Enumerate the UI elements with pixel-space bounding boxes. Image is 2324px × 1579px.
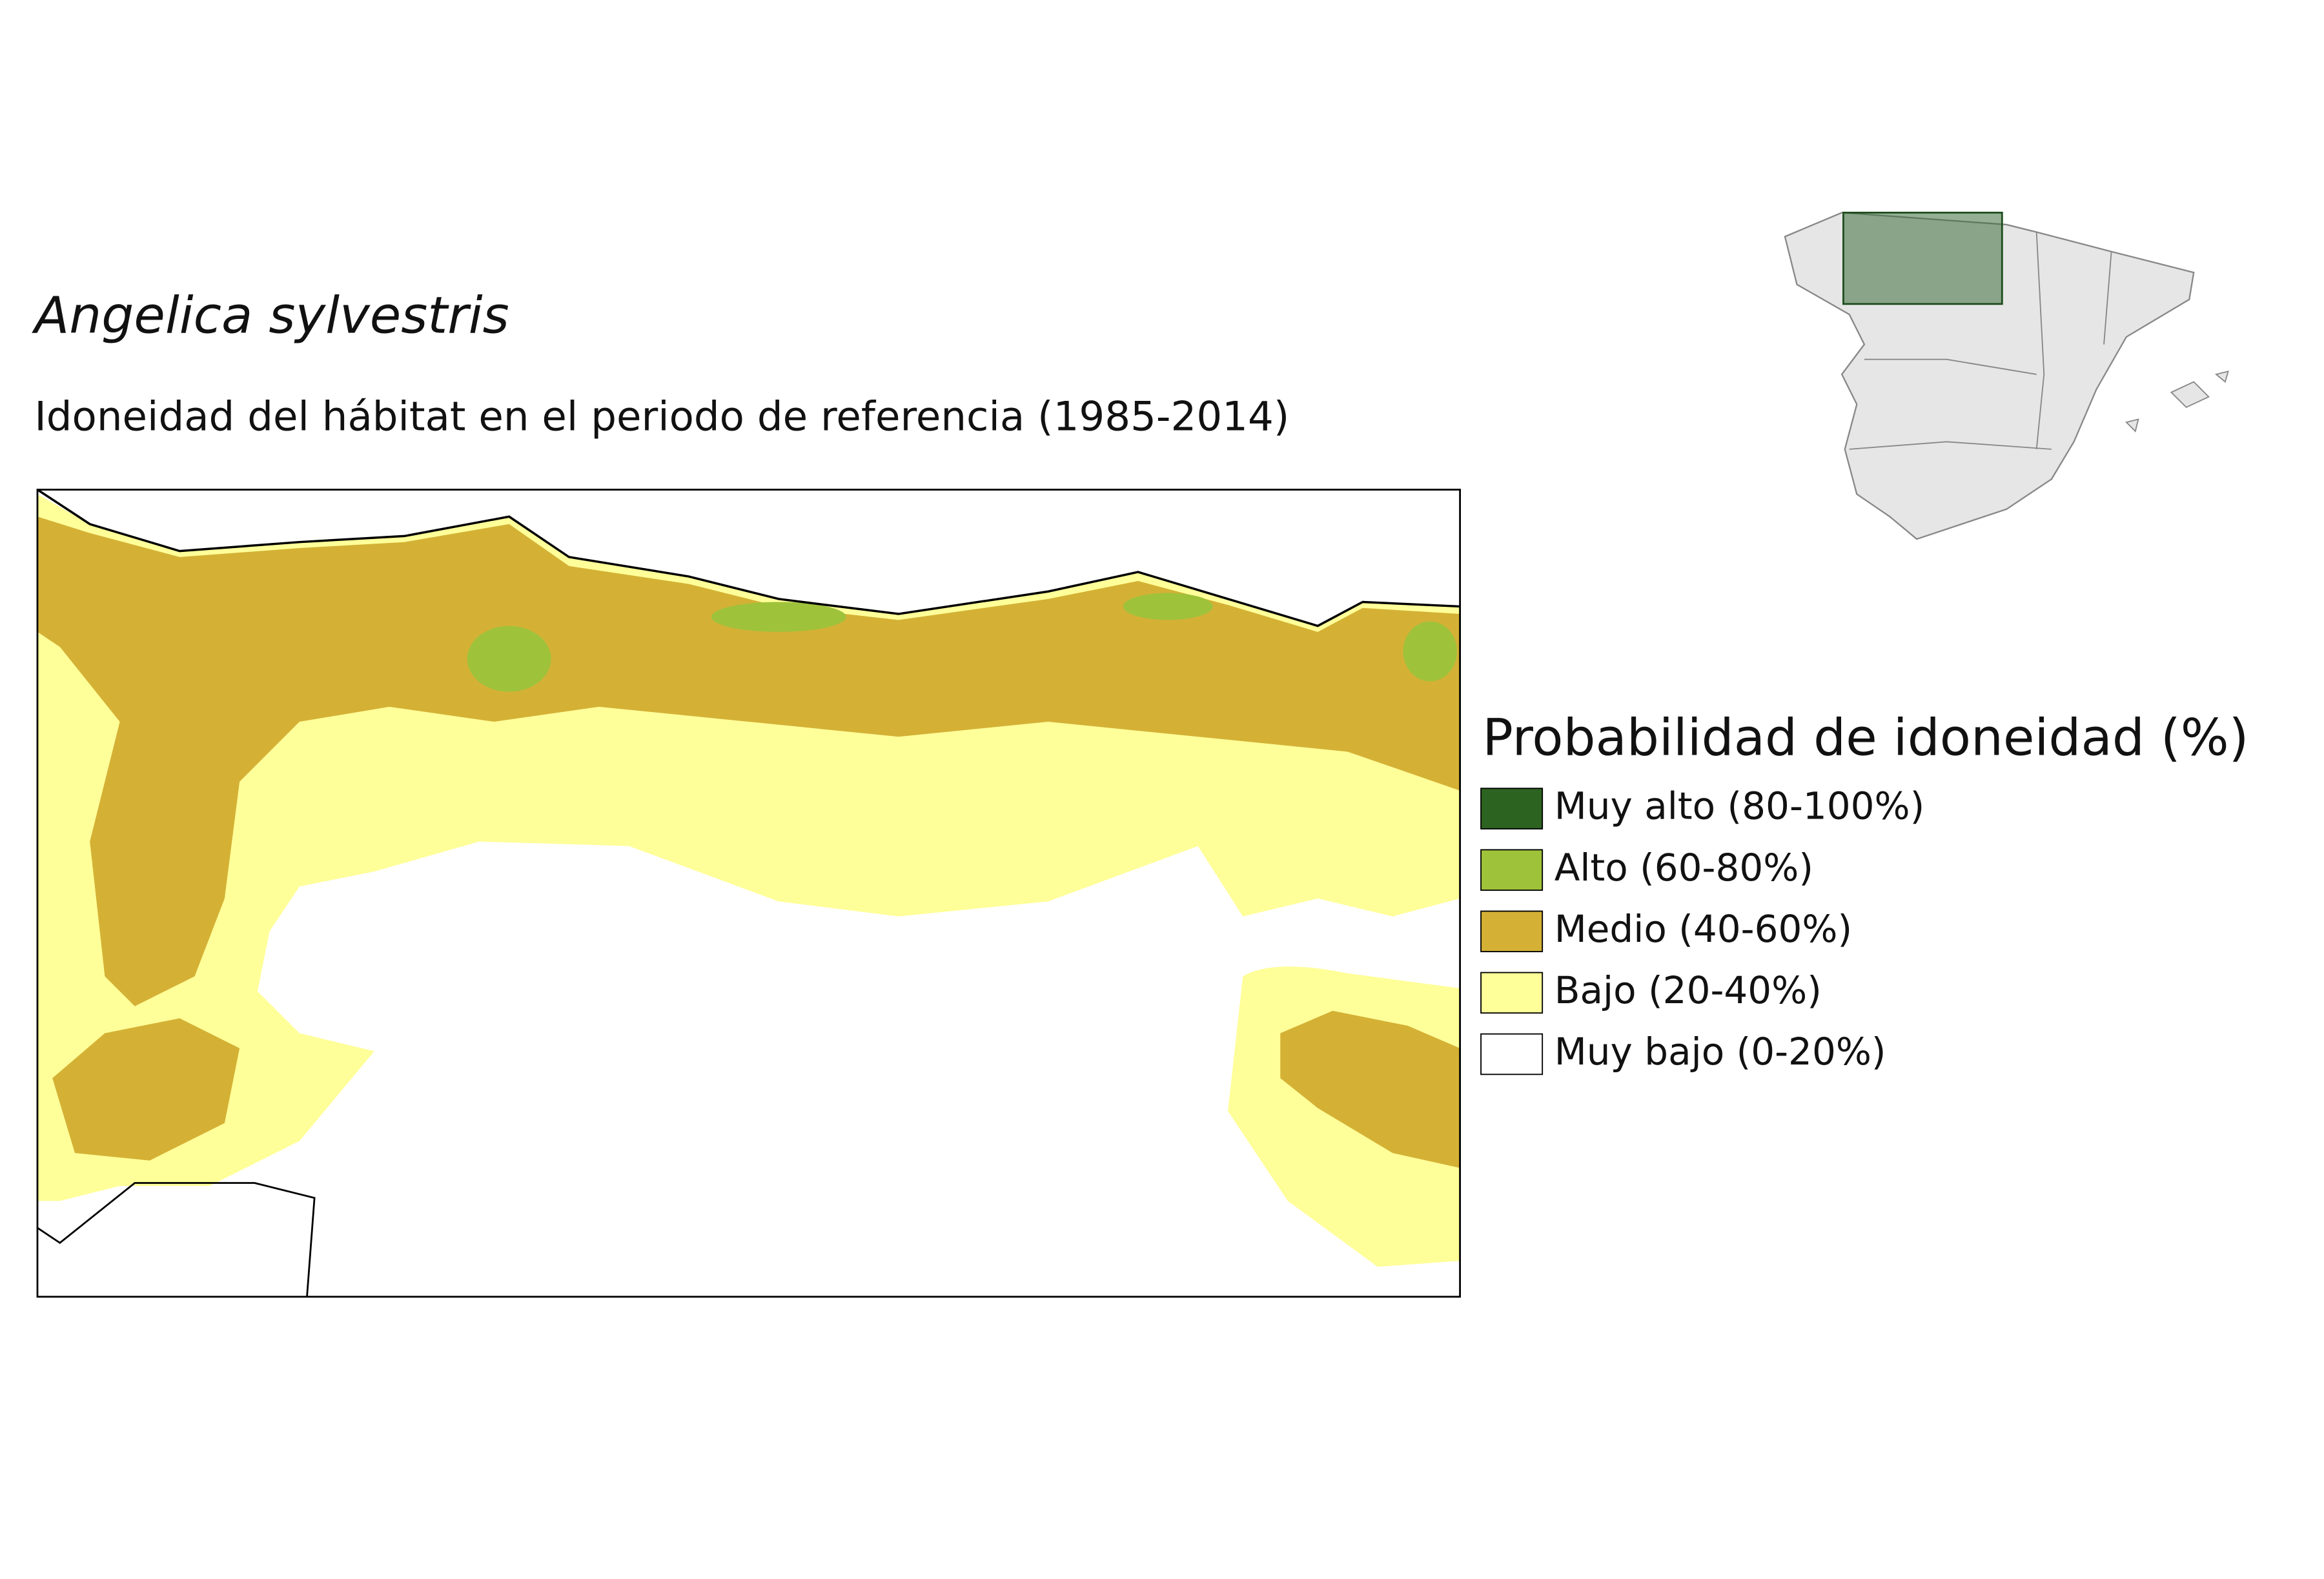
extent-box [1842, 211, 2003, 305]
legend-swatch [1480, 972, 1544, 1014]
legend-swatch [1480, 1033, 1544, 1075]
inset-map [1784, 211, 2229, 540]
border-line [37, 1182, 316, 1297]
coastline [37, 489, 1460, 627]
main-map [36, 489, 1462, 1298]
title: Angelica sylvestris [31, 286, 509, 345]
region-medium [37, 516, 1460, 1006]
legend-label: Bajo (20-40%) [1554, 968, 1822, 1012]
figure-content: Angelica sylvestris Idoneidad del hábita… [31, 211, 2248, 1298]
region-high [1123, 593, 1213, 620]
legend-label: Alto (60-80%) [1554, 846, 1813, 890]
legend-title: Probabilidad de idoneidad (%) [1482, 708, 2248, 768]
region-medium [1280, 1010, 1460, 1168]
islands [2125, 370, 2229, 433]
subtitle: Idoneidad del hábitat en el periodo de r… [34, 393, 1289, 440]
region-borders [1849, 232, 2112, 450]
region-high [711, 602, 846, 632]
legend-label: Muy alto (80-100%) [1554, 784, 1925, 828]
legend: Probabilidad de idoneidad (%) Muy alto (… [1480, 708, 2248, 1075]
region-high [1403, 621, 1457, 682]
legend-swatch [1480, 788, 1544, 830]
legend-label: Medio (40-60%) [1554, 907, 1852, 951]
legend-swatch [1480, 910, 1544, 953]
region-high [467, 626, 551, 692]
legend-label: Muy bajo (0-20%) [1554, 1030, 1886, 1074]
legend-swatch [1480, 849, 1544, 891]
region-medium [52, 1018, 240, 1161]
map-frame [36, 489, 1462, 1298]
